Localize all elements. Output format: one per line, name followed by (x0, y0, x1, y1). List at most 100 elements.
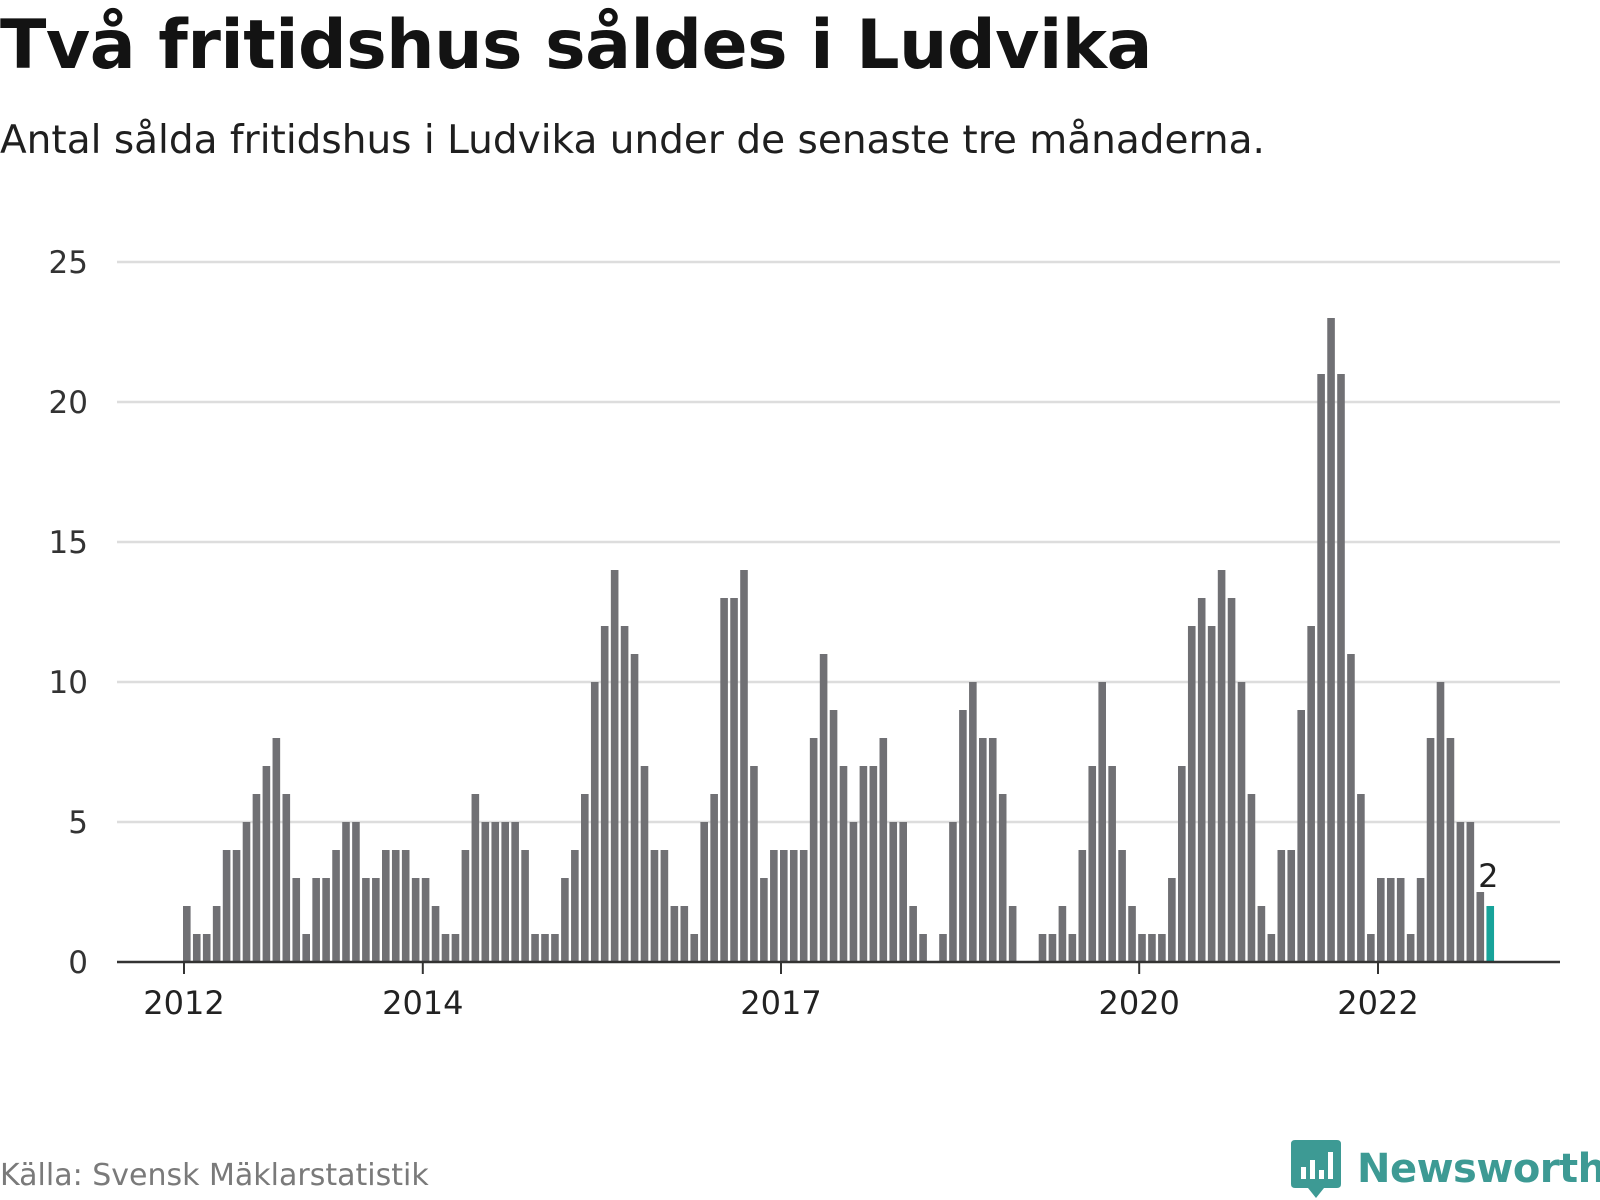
x-axis-ticks: 2012 2014 2017 2020 2022 (143, 962, 1419, 1022)
page-title: Två fritidshus såldes i Ludvika (0, 6, 1152, 85)
bar (680, 906, 689, 962)
y-tick-label-0: 0 (68, 945, 88, 981)
bar (1217, 570, 1226, 962)
data-label-last: 2 (1478, 857, 1498, 895)
bar (1197, 598, 1206, 962)
bar (372, 878, 380, 962)
bar (212, 906, 221, 962)
bar (1406, 934, 1415, 962)
bar (1377, 878, 1385, 962)
newsworthy-logo-icon (1291, 1140, 1341, 1198)
bar (1297, 710, 1305, 962)
x-tick-label-2012: 2012 (143, 984, 224, 1022)
bar (939, 934, 947, 962)
bar (1436, 682, 1445, 962)
bar (1456, 822, 1465, 962)
bar (1048, 934, 1057, 962)
bar (1357, 794, 1365, 962)
bar (630, 654, 639, 962)
bar (1257, 906, 1266, 962)
x-tick-label-2022: 2022 (1337, 984, 1418, 1022)
bar (1088, 766, 1097, 962)
bar (1058, 906, 1067, 962)
bar (949, 822, 957, 962)
bar (799, 850, 808, 962)
bar (242, 822, 251, 962)
bar (332, 850, 340, 962)
bar (869, 766, 878, 962)
bar (899, 822, 907, 962)
bar (391, 850, 400, 962)
bar (272, 738, 281, 962)
bar (640, 766, 649, 962)
bar (312, 878, 320, 962)
bar (501, 822, 509, 962)
bar (1108, 766, 1116, 962)
bar (222, 850, 231, 962)
bar (441, 934, 450, 962)
bar (760, 878, 768, 962)
bar (909, 906, 917, 962)
bar (232, 850, 241, 962)
bar (1158, 934, 1166, 962)
bar (1386, 878, 1395, 962)
bar (590, 682, 599, 962)
bar (511, 822, 519, 962)
bar (690, 934, 699, 962)
bar (362, 878, 370, 962)
bar (1187, 626, 1196, 962)
bar (382, 850, 390, 962)
bar-chart: 0 5 10 15 20 25 2012 2014 2017 2020 2022 2 (49, 245, 1560, 1022)
bar (988, 738, 997, 962)
bar (610, 570, 619, 962)
bar (1098, 682, 1106, 962)
bar (411, 878, 420, 962)
bar (998, 794, 1007, 962)
bar (1227, 598, 1236, 962)
bar (1327, 318, 1335, 962)
bar (471, 794, 480, 962)
y-tick-label-25: 25 (49, 245, 88, 281)
data-labels: 2 (1478, 857, 1498, 895)
bar (491, 822, 500, 962)
brand[interactable]: Newsworthy (1291, 1140, 1600, 1198)
bar (839, 766, 848, 962)
bar (322, 878, 330, 962)
bar (660, 850, 669, 962)
bar (1128, 906, 1136, 962)
bar (780, 850, 788, 962)
bar (650, 850, 659, 962)
bar (1347, 654, 1355, 962)
bar (819, 654, 828, 962)
bar (1207, 626, 1216, 962)
bar (700, 822, 708, 962)
bar (670, 906, 679, 962)
bar (292, 878, 301, 962)
page-subtitle: Antal sålda fritidshus i Ludvika under d… (0, 118, 1265, 163)
bar (979, 738, 987, 962)
bar (1237, 682, 1246, 962)
bar (1337, 374, 1345, 962)
bar (531, 934, 539, 962)
bar (919, 934, 927, 962)
bar (710, 794, 718, 962)
bar (849, 822, 858, 962)
y-tick-label-20: 20 (49, 385, 88, 421)
bar (969, 682, 977, 962)
bar (789, 850, 798, 962)
bar (620, 626, 629, 962)
x-tick-label-2017: 2017 (740, 984, 821, 1022)
bar (1267, 934, 1276, 962)
bar (1277, 850, 1286, 962)
bar (302, 934, 310, 962)
bar (1466, 822, 1475, 962)
bar (1247, 794, 1256, 962)
y-tick-label-15: 15 (49, 525, 88, 561)
bar (561, 878, 569, 962)
bar (889, 822, 898, 962)
bar (521, 850, 529, 962)
bar (730, 598, 738, 962)
bar (770, 850, 778, 962)
bar (1168, 878, 1176, 962)
bar (1426, 738, 1435, 962)
